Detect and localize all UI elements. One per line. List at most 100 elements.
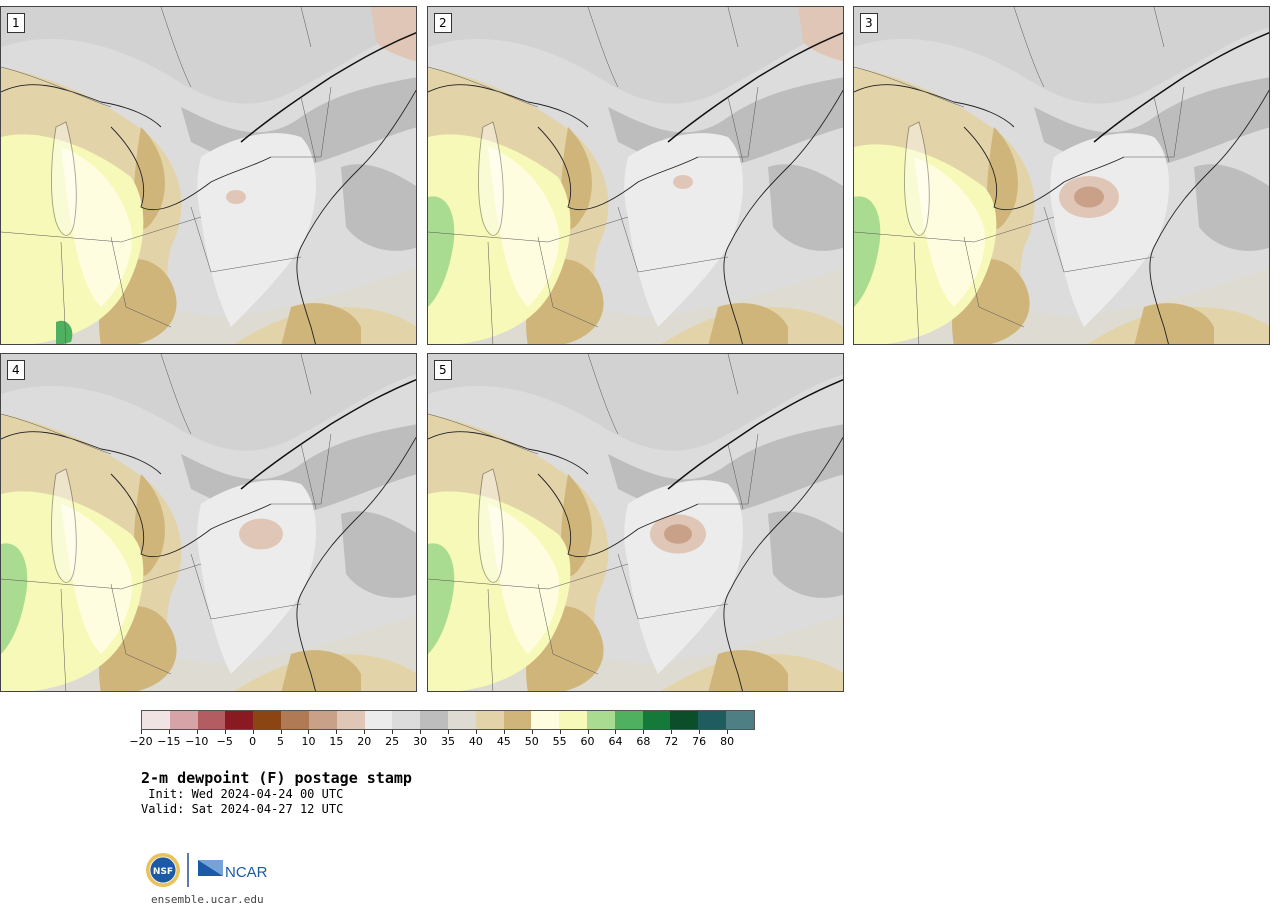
state-border: [617, 206, 729, 273]
state-border: [913, 241, 920, 344]
state-border: [537, 236, 599, 328]
colorbar-swatch: [392, 711, 421, 729]
colorbar-tick-label: 64: [608, 735, 623, 748]
field-offshore: [768, 511, 843, 598]
map-panel-5: 5: [427, 353, 844, 692]
field-dry-spot: [673, 175, 693, 189]
field-light: [197, 133, 316, 327]
state-border: [271, 433, 332, 505]
colorbar-tick-label: −20: [129, 735, 153, 748]
province-border: [300, 7, 312, 48]
dewpoint-map: [428, 354, 843, 691]
svg-text:NSF: NSF: [153, 867, 173, 877]
colorbar-tick-label: 55: [552, 735, 567, 748]
colorbar-tick: [392, 730, 394, 734]
colorbar-swatch: [503, 711, 532, 729]
plot-title: 2-m dewpoint (F) postage stamp: [141, 769, 412, 787]
field-offshore: [1194, 164, 1269, 251]
field-north: [854, 7, 1269, 104]
field-dark-tan: [708, 303, 788, 344]
colorbar-tick-label: 60: [580, 735, 595, 748]
province-border: [1, 66, 112, 108]
province-border: [1, 413, 112, 455]
map-panel-3: 3: [853, 6, 1270, 345]
field-dry-core: [1074, 186, 1104, 208]
panel-label: 1: [7, 13, 25, 33]
colorbar-ticks: −20 −15 −10 −5 0 5 10 15 20 25 30 35 40 45 50 55 60 64 68 7…: [129, 730, 755, 750]
state-border: [854, 216, 1055, 243]
colorbar-tick: [587, 730, 589, 734]
colorbar-tick: [615, 730, 617, 734]
st-lawrence: [240, 379, 416, 490]
colorbar-tick: [559, 730, 561, 734]
field-dark-tan: [1134, 303, 1214, 344]
state-border: [190, 206, 302, 273]
dewpoint-map: [1, 7, 416, 344]
field-offshore: [768, 164, 843, 251]
colorbar-tick-label: 80: [720, 735, 735, 748]
field-green: [56, 320, 73, 344]
great-lakes-shore: [963, 126, 1125, 211]
atlantic-coast: [1149, 89, 1269, 344]
colorbar-swatch: [364, 711, 393, 729]
lake-superior-shore: [428, 431, 589, 475]
lake-michigan: [478, 468, 504, 583]
colorbar-swatch: [587, 711, 615, 729]
colorbar-tick-label: 15: [329, 735, 344, 748]
init-time: Init: Wed 2024-04-24 00 UTC: [141, 787, 344, 801]
field-dry-ne: [371, 7, 416, 62]
map-panel-4: 4: [0, 353, 417, 692]
field-offshore: [341, 511, 416, 598]
atlantic-coast: [723, 89, 843, 344]
province-border: [854, 66, 965, 108]
field-pale: [488, 147, 559, 307]
colorbar-tick: [196, 730, 198, 734]
province-border: [587, 354, 619, 435]
province-border: [428, 66, 539, 108]
website-link[interactable]: ensemble.ucar.edu: [151, 893, 264, 906]
colorbar-swatch: [531, 711, 560, 729]
colorbar-tick: [671, 730, 673, 734]
colorbar-swatch: [475, 711, 504, 729]
colorbar-swatch: [642, 711, 671, 729]
great-lakes-shore: [110, 126, 272, 211]
colorbar-tick: [224, 730, 226, 734]
state-border: [617, 553, 729, 620]
panel-label: 5: [434, 360, 452, 380]
lake-michigan: [51, 121, 77, 236]
great-lakes-shore: [537, 473, 699, 558]
field-light: [197, 480, 316, 674]
state-border: [1124, 86, 1185, 158]
colorbar-swatch: [169, 711, 198, 729]
colorbar-tick: [141, 730, 142, 734]
colorbar-tick: [280, 730, 282, 734]
svg-text:NCAR: NCAR: [225, 864, 268, 881]
lake-michigan: [51, 468, 77, 583]
province-border: [160, 7, 192, 88]
colorbar-swatch: [281, 711, 309, 729]
colorbar-tick: [336, 730, 338, 734]
colorbar-tick: [168, 730, 170, 734]
colorbar-tick-label: 0: [249, 735, 257, 748]
province-border: [727, 354, 739, 395]
state-border: [698, 86, 759, 158]
field-pale: [488, 504, 559, 654]
lake-michigan: [904, 121, 930, 236]
colorbar-tick: [475, 730, 477, 734]
colorbar-tick: [448, 730, 449, 734]
colorbar-tick: [308, 730, 310, 734]
state-border: [1, 563, 202, 590]
st-lawrence: [240, 32, 416, 143]
colorbar-tick-label: 68: [636, 735, 651, 748]
field-dark-tan: [281, 650, 361, 691]
province-border: [587, 7, 619, 88]
dewpoint-map: [428, 7, 843, 344]
field-pale: [61, 147, 132, 307]
state-border: [963, 236, 1025, 328]
colorbar-tick-label: −10: [185, 735, 209, 748]
state-border: [110, 236, 172, 328]
state-border: [110, 583, 172, 675]
map-panel-2: 2: [427, 6, 844, 345]
province-border: [727, 7, 739, 48]
state-border: [537, 583, 599, 675]
